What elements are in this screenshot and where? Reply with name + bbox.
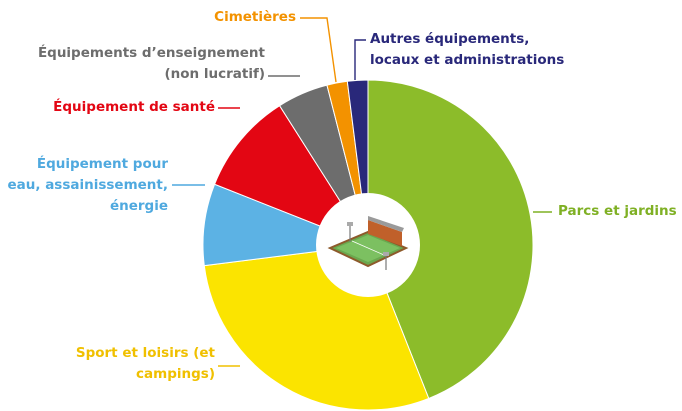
slice-label: Équipement pour eau, assainissement, éne…	[0, 154, 168, 217]
slice-label: Sport et loisirs (et campings)	[60, 343, 215, 385]
page: {"chart_data": {"type": "pie", "categori…	[0, 0, 682, 411]
slice-label: Autres équipements, locaux et administra…	[370, 29, 580, 71]
slice-label: Équipement de santé	[20, 97, 215, 118]
slice-label: Parcs et jardins	[558, 201, 678, 222]
slice-label: Équipements d’enseignement (non lucratif…	[20, 43, 265, 85]
slice-label: Cimetières	[140, 7, 296, 28]
